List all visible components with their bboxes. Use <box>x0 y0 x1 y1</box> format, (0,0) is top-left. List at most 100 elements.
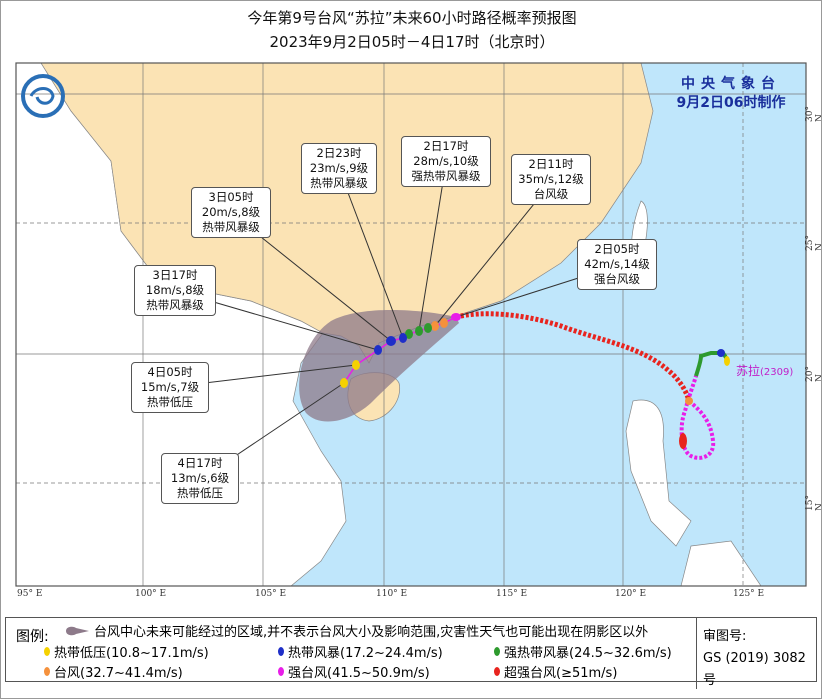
marker-start <box>724 356 730 366</box>
map-review-block: 审图号: GS (2019) 3082号 <box>696 618 816 689</box>
legend-item-super-ty: 超强台风(≥51m/s) <box>494 662 617 681</box>
forecast-box-4d17: 4日17时 13m/s,6级 热带低压 <box>161 453 239 504</box>
lat-label: 15° N <box>804 495 821 511</box>
past-track <box>455 311 692 402</box>
box-grade: 热带低压 <box>147 395 193 409</box>
lat-label: 20° N <box>804 366 821 382</box>
lon-label: 105° E <box>255 589 287 599</box>
box-grade: 强热带风暴级 <box>411 169 481 183</box>
box-wind: 35m/s,12级 <box>518 172 584 186</box>
forecast-box-3d17: 3日17时 18m/s,8级 热带风暴级 <box>134 265 216 316</box>
forecast-box-4d05: 4日05时 15m/s,7级 热带低压 <box>131 362 209 413</box>
cma-logo <box>21 74 65 118</box>
marker-2d17 <box>424 323 432 333</box>
box-grade: 热带风暴级 <box>146 298 204 312</box>
orange-dot-icon <box>44 667 50 676</box>
legend-item-ty: 台风(32.7~41.4m/s) <box>44 662 183 681</box>
forecast-box-2d17: 2日17时 28m/s,10级 强热带风暴级 <box>401 136 491 187</box>
box-wind: 13m/s,6级 <box>170 471 230 485</box>
review-number: GS (2019) 3082号 <box>703 651 806 688</box>
marker-3d05 <box>386 336 396 346</box>
lon-label: 125° E <box>733 589 765 599</box>
box-grade: 热带风暴级 <box>202 220 260 234</box>
box-grade: 热带风暴级 <box>310 176 368 190</box>
blue-dot-icon <box>278 647 284 656</box>
marker-3d17 <box>374 345 382 355</box>
red-dot-icon <box>494 667 500 676</box>
marker-loop-sty <box>679 433 687 449</box>
lon-label: 115° E <box>496 589 528 599</box>
typhoon-number: (2309) <box>760 367 794 378</box>
box-wind: 42m/s,14级 <box>584 257 650 271</box>
issuer-block: 中央气象台 9月2日06时制作 <box>656 75 806 113</box>
box-time: 4日05时 <box>147 365 193 379</box>
legend-item-label: 强台风(41.5~50.9m/s) <box>288 666 430 681</box>
magenta-dot-icon <box>278 667 284 676</box>
probability-cone <box>299 310 459 422</box>
legend-item-label: 热带低压(10.8~17.1m/s) <box>54 646 209 661</box>
map-title: 今年第9号台风“苏拉”未来60小时路径概率预报图 <box>247 9 577 27</box>
map-frame <box>15 62 807 587</box>
cone-swatch-icon <box>66 626 89 635</box>
box-wind: 23m/s,9级 <box>309 161 369 175</box>
map-subtitle: 2023年9月2日05时－4日17时（北京时） <box>269 33 555 51</box>
review-label: 审图号: <box>703 629 747 644</box>
marker-2d23 <box>405 329 413 339</box>
lon-label: 120° E <box>615 589 647 599</box>
legend-cone-text: 台风中心未来可能经过的区域,并不表示台风大小及影响范围,灾害性天气也可能出现在阴… <box>94 625 649 640</box>
box-grade: 台风级 <box>533 187 569 201</box>
marker-loop-ty <box>685 397 693 405</box>
box-time: 2日17时 <box>423 139 469 153</box>
marker-2d20 <box>415 326 423 336</box>
lat-label: 25° N <box>804 235 821 251</box>
forecast-markers <box>340 313 730 449</box>
marker-4d17 <box>340 378 348 388</box>
box-grade: 热带低压 <box>177 486 223 500</box>
lat-label: 30° N <box>804 106 821 122</box>
box-wind: 28m/s,10级 <box>413 154 479 168</box>
marker-4d05 <box>352 360 360 370</box>
legend-item-td: 热带低压(10.8~17.1m/s) <box>44 642 209 661</box>
issue-time: 9月2日06时制作 <box>676 95 786 111</box>
legend: 图例: 台风中心未来可能经过的区域,并不表示台风大小及影响范围,灾害性天气也可能… <box>5 617 817 689</box>
lon-label: 100° E <box>135 589 167 599</box>
legend-cone: 台风中心未来可能经过的区域,并不表示台风大小及影响范围,灾害性天气也可能出现在阴… <box>64 621 648 640</box>
yellow-dot-icon <box>44 647 50 656</box>
typhoon-label: 苏拉(2309) <box>736 362 793 379</box>
box-wind: 20m/s,8级 <box>201 205 261 219</box>
marker-3d02 <box>399 333 407 343</box>
box-time: 3日17时 <box>152 268 198 282</box>
forecast-box-2d11: 2日11时 35m/s,12级 台风级 <box>511 154 591 205</box>
forecast-box-3d05: 3日05时 20m/s,8级 热带风暴级 <box>191 187 271 238</box>
legend-item-label: 热带风暴(17.2~24.4m/s) <box>288 646 443 661</box>
box-time: 3日05时 <box>208 190 254 204</box>
legend-item-sty: 强台风(41.5~50.9m/s) <box>278 662 430 681</box>
marker-ts-start <box>717 349 725 357</box>
box-wind: 15m/s,7级 <box>140 380 200 394</box>
legend-label: 图例: <box>16 629 49 645</box>
lon-label: 110° E <box>376 589 408 599</box>
box-time: 2日11时 <box>528 157 574 171</box>
marker-2d14 <box>431 321 439 331</box>
box-grade: 强台风级 <box>594 272 640 286</box>
forecast-box-2d05: 2日05时 42m/s,14级 强台风级 <box>577 239 657 290</box>
green-dot-icon <box>494 647 500 656</box>
legend-item-ts: 热带风暴(17.2~24.4m/s) <box>278 642 443 661</box>
marker-2d05 <box>451 313 461 321</box>
box-time: 2日23时 <box>316 146 362 160</box>
box-time: 4日17时 <box>177 456 223 470</box>
philippines-islands <box>680 540 762 586</box>
issuer-name: 中央气象台 <box>681 76 781 92</box>
lon-label: 95° E <box>17 589 43 599</box>
box-wind: 18m/s,8级 <box>145 283 205 297</box>
legend-item-label: 台风(32.7~41.4m/s) <box>54 666 183 681</box>
luzon-island <box>625 399 692 547</box>
box-time: 2日05时 <box>594 242 640 256</box>
legend-item-label: 超强台风(≥51m/s) <box>504 666 618 681</box>
early-track <box>694 351 729 377</box>
legend-item-sts: 强热带风暴(24.5~32.6m/s) <box>494 642 672 661</box>
legend-item-label: 强热带风暴(24.5~32.6m/s) <box>504 646 672 661</box>
marker-2d11 <box>440 318 448 328</box>
forecast-box-2d23: 2日23时 23m/s,9级 热带风暴级 <box>301 143 377 194</box>
